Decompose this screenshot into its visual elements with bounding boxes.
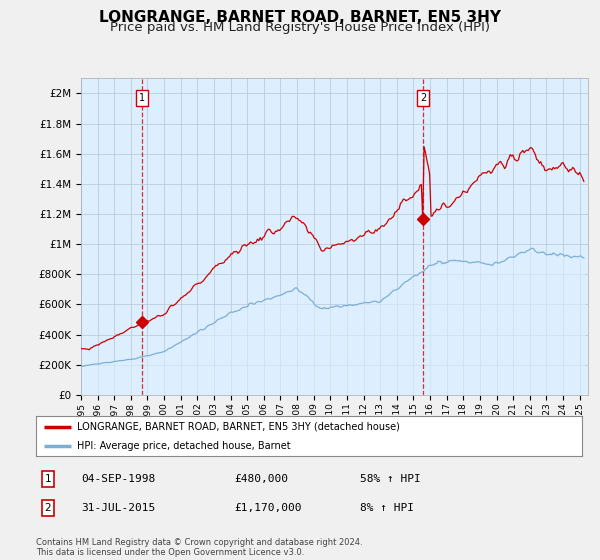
Text: HPI: Average price, detached house, Barnet: HPI: Average price, detached house, Barn…	[77, 441, 290, 450]
Text: 2: 2	[420, 93, 426, 103]
Text: Price paid vs. HM Land Registry's House Price Index (HPI): Price paid vs. HM Land Registry's House …	[110, 21, 490, 34]
Text: 31-JUL-2015: 31-JUL-2015	[81, 503, 155, 513]
Text: 04-SEP-1998: 04-SEP-1998	[81, 474, 155, 484]
Text: LONGRANGE, BARNET ROAD, BARNET, EN5 3HY: LONGRANGE, BARNET ROAD, BARNET, EN5 3HY	[99, 10, 501, 25]
Text: 58% ↑ HPI: 58% ↑ HPI	[360, 474, 421, 484]
Text: 2: 2	[44, 503, 52, 513]
Text: 1: 1	[139, 93, 145, 103]
Text: Contains HM Land Registry data © Crown copyright and database right 2024.
This d: Contains HM Land Registry data © Crown c…	[36, 538, 362, 557]
Text: 8% ↑ HPI: 8% ↑ HPI	[360, 503, 414, 513]
Text: 1: 1	[44, 474, 52, 484]
Text: LONGRANGE, BARNET ROAD, BARNET, EN5 3HY (detached house): LONGRANGE, BARNET ROAD, BARNET, EN5 3HY …	[77, 422, 400, 432]
Text: £480,000: £480,000	[234, 474, 288, 484]
Text: £1,170,000: £1,170,000	[234, 503, 302, 513]
